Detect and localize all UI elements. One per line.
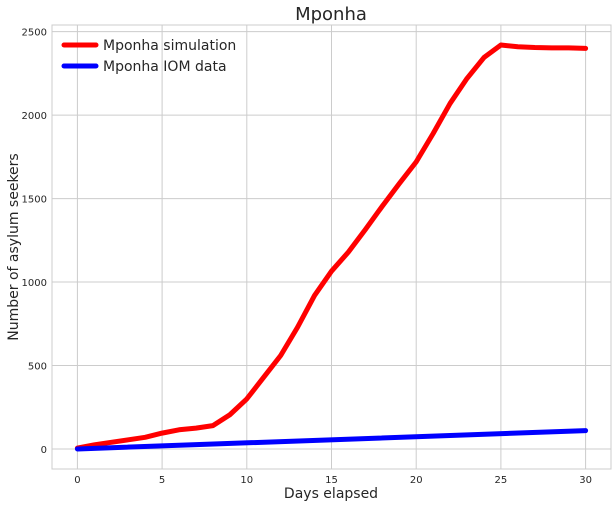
y-tick-label: 2000 [22,111,47,122]
chart-title: Mponha [295,4,367,25]
y-tick-label: 500 [28,362,47,373]
series-line-iom [74,428,589,452]
tick-labels: 0 5 10 15 20 25 30 0 500 1000 1500 2000 2500 [22,28,592,486]
series-lines [74,42,589,452]
grid [52,25,611,469]
x-tick-label: 30 [579,475,592,486]
legend: Mponha simulation Mponha IOM data [61,38,236,75]
x-tick-label: 10 [240,475,253,486]
y-tick-label: 0 [41,445,47,456]
y-tick-label: 2500 [22,28,47,39]
series-line-simulation [74,42,589,451]
x-tick-label: 20 [410,475,423,486]
x-axis-label: Days elapsed [284,486,378,502]
x-tick-label: 15 [325,475,338,486]
legend-label-simulation: Mponha simulation [103,38,236,54]
x-tick-label: 0 [74,475,80,486]
y-axis-label: Number of asylum seekers [6,153,22,340]
y-tick-label: 1500 [22,195,47,206]
legend-label-iom: Mponha IOM data [103,59,227,75]
x-tick-label: 5 [159,475,165,486]
y-tick-label: 1000 [22,278,47,289]
x-tick-label: 25 [495,475,508,486]
